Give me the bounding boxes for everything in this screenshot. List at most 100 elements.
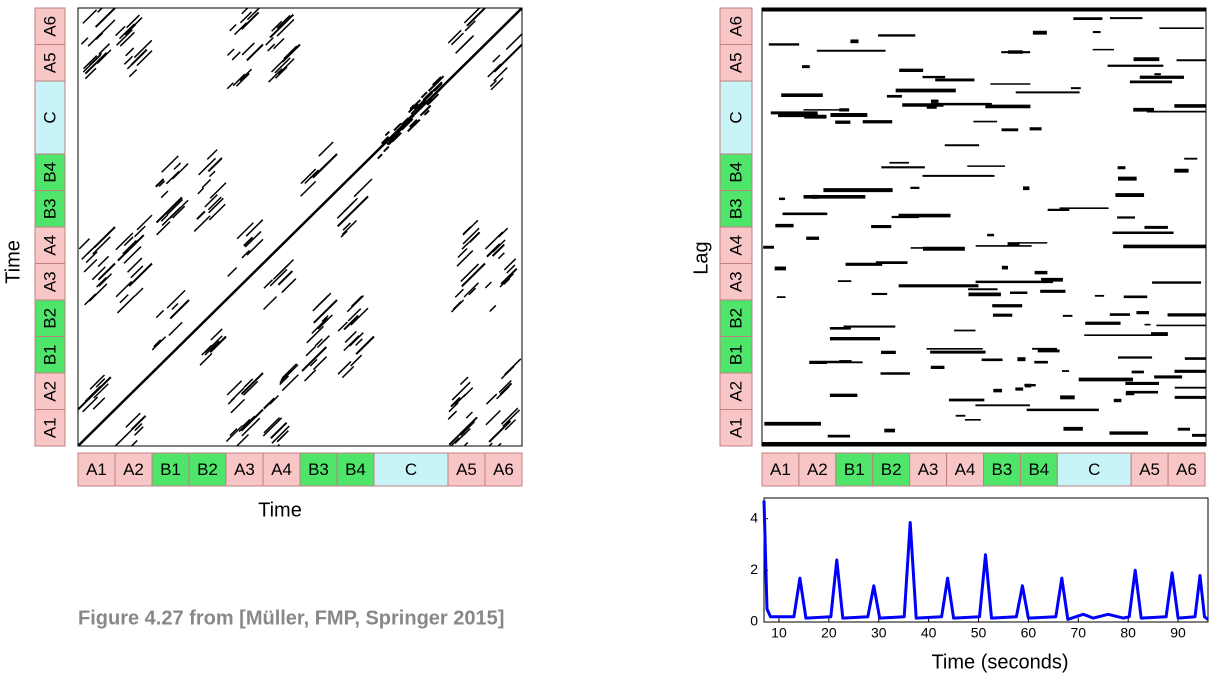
plot-frame: [763, 497, 1209, 623]
stripe: [321, 315, 329, 323]
ssm-matrix: [78, 8, 522, 446]
stripe: [134, 225, 146, 238]
stripe: [197, 187, 205, 195]
stripe: [225, 425, 243, 443]
lag-y-label: Lag: [690, 241, 712, 274]
segment-label: B4: [345, 460, 366, 479]
segment: [719, 299, 753, 337]
stripe: [318, 141, 334, 157]
segment-label: B4: [40, 162, 59, 183]
stripe: [390, 131, 401, 142]
stripe: [450, 396, 461, 408]
segment-label: B1: [160, 460, 181, 479]
stripe: [84, 293, 97, 306]
stripe: [242, 418, 251, 428]
stripe: [303, 369, 317, 382]
stripe: [413, 103, 420, 110]
segment-label: A6: [1176, 460, 1197, 479]
stripe: [458, 37, 472, 51]
segment-label: A4: [726, 235, 745, 256]
ssm-y-label: Time: [2, 240, 24, 284]
stripe: [387, 132, 397, 141]
stripe: [114, 428, 133, 446]
segment: [719, 7, 753, 45]
stripe: [207, 157, 223, 173]
stripe: [283, 45, 298, 60]
stripe: [500, 267, 518, 285]
stripe: [336, 201, 355, 219]
stripe: [274, 57, 291, 74]
segment-label: C: [726, 111, 745, 123]
stripe: [97, 8, 104, 13]
stripe: [208, 170, 216, 178]
stripe: [454, 393, 466, 406]
segment-label: A5: [456, 460, 477, 479]
stripe: [226, 48, 235, 57]
stripe: [243, 236, 254, 247]
stripe: [98, 43, 111, 55]
stripe: [465, 411, 473, 419]
stripe: [240, 11, 260, 30]
stripe: [350, 295, 363, 308]
stripe: [488, 442, 493, 446]
stripe: [93, 383, 109, 399]
stripe: [245, 219, 264, 237]
main-diagonal: [78, 8, 522, 446]
stripe: [503, 258, 517, 271]
stripe: [234, 22, 248, 36]
stripe: [393, 122, 402, 132]
stripe: [305, 345, 317, 357]
segment: [151, 452, 190, 487]
segment: [719, 153, 753, 191]
stripe: [125, 412, 141, 428]
stripe: [462, 226, 472, 235]
segment-label: B2: [726, 308, 745, 329]
stripe: [133, 39, 153, 59]
stripe: [433, 82, 443, 92]
stripe: [204, 194, 218, 208]
segment-label: B2: [881, 460, 902, 479]
segment-label: A6: [726, 16, 745, 37]
stripe: [116, 29, 133, 46]
segment: [299, 452, 338, 487]
stripe: [134, 287, 144, 297]
stripe: [384, 130, 390, 137]
stripe: [155, 178, 165, 188]
stripe: [423, 109, 430, 116]
stripe: [281, 43, 301, 63]
stripe: [229, 23, 237, 32]
stripe: [117, 234, 145, 262]
y-tick-label: 4: [750, 509, 758, 525]
stripe: [126, 53, 144, 70]
stripe: [493, 43, 522, 73]
stripe: [401, 118, 414, 131]
stripe: [409, 104, 415, 110]
stripe: [206, 149, 218, 160]
stripe: [83, 55, 98, 70]
stripe: [279, 364, 299, 384]
stripe: [506, 264, 516, 274]
segment-bars: A1 A2 B1 B2 A3 A4 B3 B4 C A5 A6 A1 A2 B1 B2 A3 A4 B3 B4 C A5…: [34, 7, 1206, 487]
stripe: [235, 433, 250, 446]
stripe: [410, 103, 423, 115]
stripe: [239, 11, 253, 24]
stripe: [169, 299, 190, 320]
stripe: [448, 402, 459, 413]
stripe: [492, 239, 506, 253]
stripe: [92, 397, 106, 410]
stripe: [193, 215, 211, 232]
y-tick-label: 0: [750, 613, 758, 629]
stripe: [486, 243, 501, 257]
stripe: [244, 230, 262, 248]
segment: [34, 44, 66, 82]
stripe: [422, 90, 433, 101]
x-tick-label: 80: [1120, 625, 1136, 641]
stripe: [123, 246, 142, 264]
stripe: [315, 294, 330, 309]
segment: [909, 452, 948, 487]
stripe: [341, 219, 358, 236]
x-tick-label: 10: [771, 625, 787, 641]
stripe: [500, 407, 519, 425]
stripe: [166, 198, 184, 216]
